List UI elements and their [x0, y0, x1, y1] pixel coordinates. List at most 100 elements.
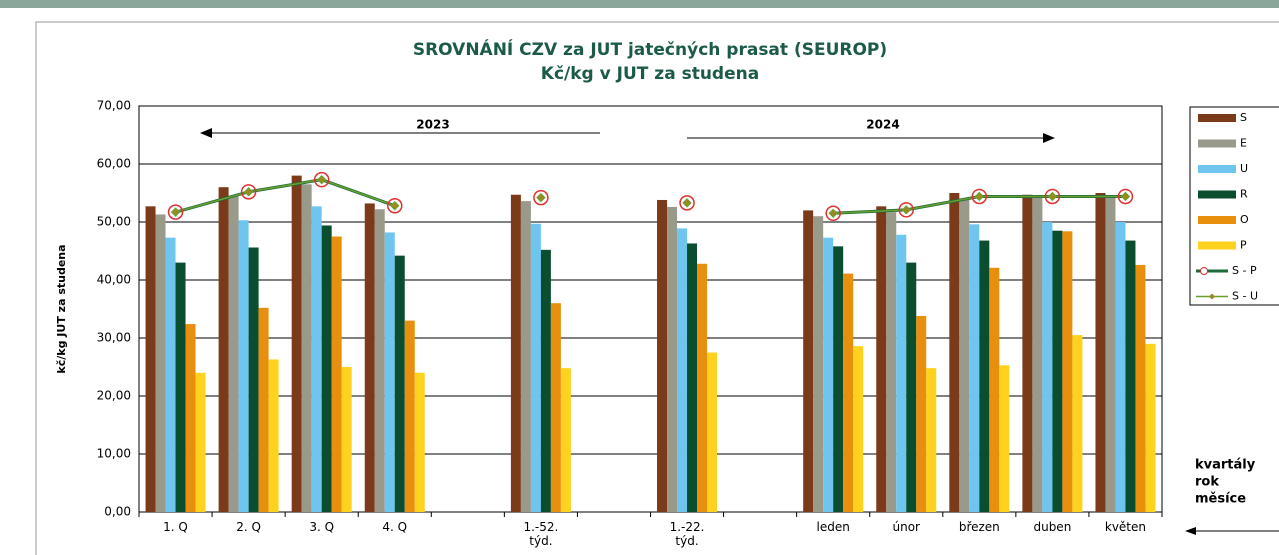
annotation: měsíce: [1195, 492, 1246, 507]
legend-swatch: [1198, 165, 1236, 173]
marker: [1044, 188, 1061, 205]
bar: [364, 203, 375, 512]
bar: [906, 262, 917, 512]
legend-swatch: [1198, 241, 1236, 250]
marker: [901, 205, 911, 215]
legend-label: U: [1240, 162, 1248, 175]
bar: [1145, 343, 1156, 512]
legend-label: O: [1240, 213, 1249, 226]
y-tick-label: 40,00: [97, 273, 131, 287]
x-tick-label: březen: [958, 520, 1000, 534]
bar: [175, 262, 186, 512]
marker: [682, 198, 692, 208]
marker: [971, 188, 988, 205]
annotation: 2023: [416, 118, 449, 132]
marker: [316, 174, 327, 185]
bar: [813, 216, 824, 512]
legend-swatch: [1209, 293, 1215, 300]
bar: [520, 201, 531, 512]
chart-subtitle: Kč/kg v JUT za studena: [541, 64, 759, 84]
bar: [697, 263, 708, 512]
marker: [390, 201, 400, 211]
bar: [833, 246, 844, 513]
arrow-head: [200, 128, 212, 138]
x-tick-label: květen: [1104, 520, 1147, 534]
bar: [394, 255, 405, 512]
bar: [341, 367, 352, 512]
legend-label: S - P: [1232, 264, 1257, 277]
bar: [414, 372, 425, 512]
x-tick-label: 2. Q: [236, 520, 261, 534]
bar: [218, 187, 229, 512]
marker: [679, 195, 695, 211]
bar: [1062, 231, 1073, 512]
legend-label: P: [1240, 239, 1247, 252]
bar: [853, 346, 864, 512]
bar: [687, 243, 698, 512]
bar: [657, 199, 668, 512]
bar: [823, 237, 834, 512]
bar: [530, 223, 541, 513]
legend-swatch: [1198, 216, 1236, 224]
bar: [949, 193, 960, 512]
x-tick-label: 1.-22. týd.: [669, 520, 705, 548]
legend-swatch: [1198, 114, 1236, 122]
bar: [540, 249, 551, 512]
legend-label: R: [1240, 188, 1248, 201]
marker: [1120, 191, 1131, 202]
bar: [707, 352, 718, 512]
bar: [843, 273, 854, 512]
x-tick-label: 1. Q: [163, 520, 188, 534]
bar: [667, 206, 678, 513]
bar: [916, 315, 927, 512]
legend-label: E: [1240, 137, 1247, 150]
bar: [248, 247, 259, 512]
bar: [195, 372, 206, 512]
marker: [243, 187, 254, 197]
y-tick-label: 30,00: [97, 331, 131, 345]
y-tick-label: 0,00: [104, 505, 131, 519]
bar: [331, 236, 342, 512]
bar: [321, 225, 332, 513]
x-tick-label: únor: [892, 520, 921, 534]
marker: [825, 205, 841, 222]
bar: [989, 267, 1000, 512]
bar: [291, 175, 302, 512]
bar: [404, 320, 415, 512]
annotation: 2024: [866, 118, 899, 132]
bar: [550, 303, 561, 512]
bar: [560, 368, 571, 512]
bar: [1042, 222, 1053, 512]
bar: [999, 365, 1010, 512]
bar: [301, 184, 312, 513]
bar: [1095, 193, 1106, 512]
legend-swatch: [1200, 267, 1208, 275]
legend-label: S - U: [1232, 290, 1258, 303]
marker: [898, 202, 914, 218]
marker: [536, 192, 546, 203]
bar: [1115, 222, 1126, 512]
x-tick-label: duben: [1033, 520, 1072, 534]
bar: [374, 209, 385, 513]
x-tick-label: leden: [816, 520, 850, 534]
y-tick-label: 70,00: [97, 99, 131, 113]
bar: [384, 232, 395, 512]
bar: [803, 210, 814, 512]
marker: [1047, 191, 1058, 202]
bar: [510, 194, 521, 513]
legend-swatch: [1198, 190, 1236, 199]
bar: [311, 206, 322, 512]
bar: [185, 324, 196, 512]
legend-label: S: [1240, 111, 1247, 124]
bar: [677, 228, 688, 512]
marker: [828, 208, 838, 219]
marker: [974, 191, 985, 202]
annotation: kvartály: [1195, 458, 1256, 473]
bar: [145, 206, 156, 512]
bar: [155, 214, 166, 512]
frame: [35, 21, 1279, 555]
x-tick-label: 4. Q: [382, 520, 408, 534]
bar: [959, 198, 970, 513]
bar: [1072, 335, 1083, 512]
